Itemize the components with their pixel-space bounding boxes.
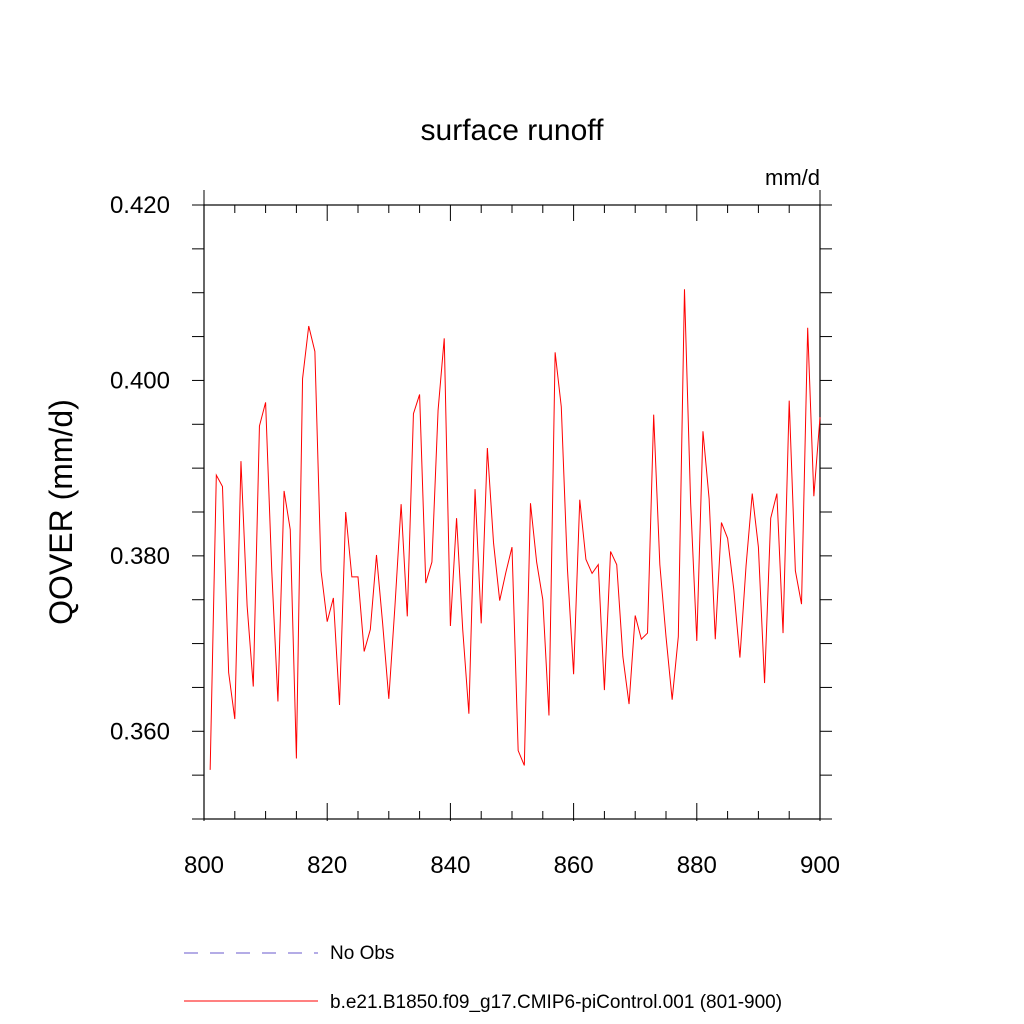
plot-frame	[203, 204, 821, 820]
units-label: mm/d	[765, 165, 820, 190]
x-tick-label: 900	[800, 852, 840, 879]
axis-ticks	[192, 190, 832, 821]
y-tick-label: 0.420	[110, 192, 170, 219]
x-tick-label: 800	[184, 852, 224, 879]
y-axis-label: QOVER (mm/d)	[43, 399, 79, 625]
chart-title: surface runoff	[421, 114, 605, 147]
legend-label-control-run: b.e21.B1850.f09_g17.CMIP6-piControl.001 …	[330, 992, 782, 1013]
y-tick-label: 0.380	[110, 543, 170, 570]
x-tick-label: 880	[677, 852, 717, 879]
y-tick-label: 0.360	[110, 718, 170, 745]
legend: No Obs b.e21.B1850.f09_g17.CMIP6-piContr…	[184, 943, 782, 1013]
y-tick-label: 0.400	[110, 367, 170, 394]
series-line-1	[209, 289, 821, 770]
x-tick-label: 860	[554, 852, 594, 879]
x-tick-label: 820	[307, 852, 347, 879]
x-tick-label: 840	[430, 852, 470, 879]
legend-label-no-obs: No Obs	[330, 943, 394, 964]
series-layer	[209, 289, 821, 770]
axis-tick-labels: 800 820 840 860 880 900 0.360 0.380 0.400 0.420	[110, 192, 840, 879]
